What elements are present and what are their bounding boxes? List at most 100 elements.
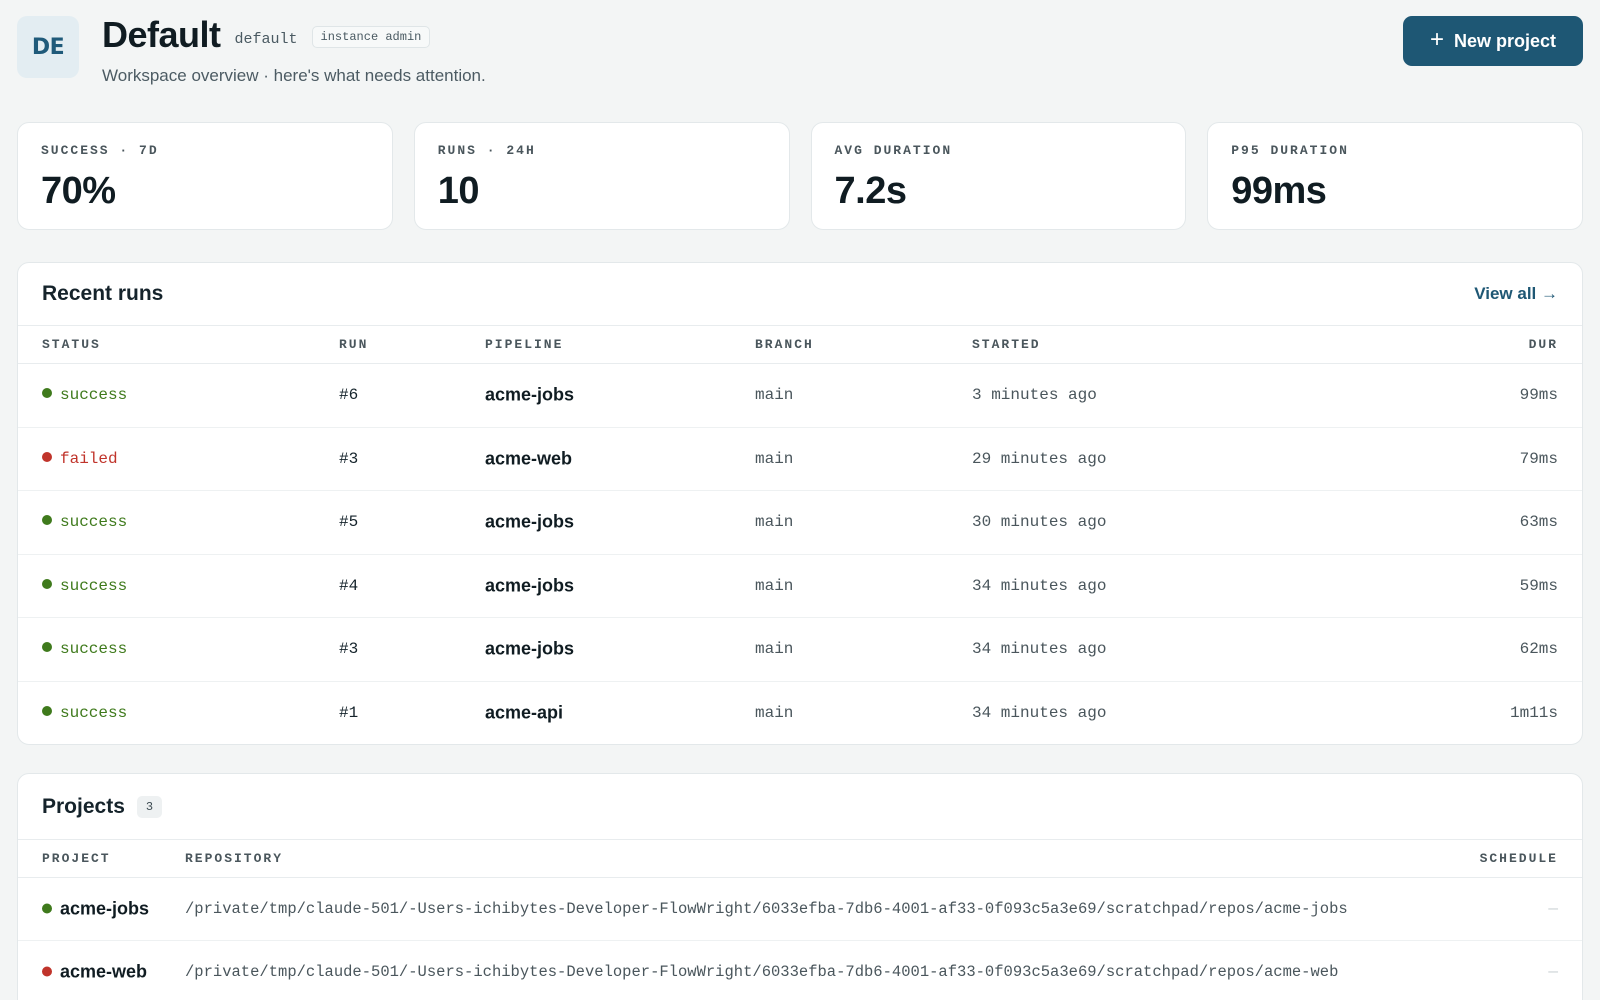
run-duration: 59ms	[1519, 576, 1558, 595]
table-row[interactable]: failed #3 acme-web main 29 minutes ago 79ms	[18, 428, 1582, 491]
page-title: Default	[102, 14, 221, 55]
run-number[interactable]: #4	[339, 576, 359, 595]
recent-runs-panel: Recent runs View all → STATUS RUN PIPELI…	[17, 262, 1583, 745]
run-status-label: success	[60, 640, 128, 659]
workspace-avatar: DE	[17, 16, 79, 78]
recent-runs-title: Recent runs	[42, 282, 164, 305]
run-started: 34 minutes ago	[972, 576, 1107, 595]
table-row[interactable]: success #5 acme-jobs main 30 minutes ago 63ms	[18, 491, 1582, 555]
run-status: success	[42, 513, 127, 531]
run-branch: main	[755, 386, 794, 405]
col-project[interactable]: PROJECT	[42, 851, 111, 866]
run-status-label: failed	[60, 449, 118, 468]
run-duration: 62ms	[1519, 640, 1558, 659]
table-row[interactable]: success #3 acme-jobs main 34 minutes ago 62ms	[18, 618, 1582, 682]
col-pipeline[interactable]: PIPELINE	[485, 337, 564, 352]
run-status: success	[42, 577, 127, 595]
run-status: success	[42, 640, 127, 658]
project-name[interactable]: acme-jobs	[60, 898, 150, 919]
runs-table-body: success #6 acme-jobs main 3 minutes ago 99ms f…	[18, 364, 1582, 745]
run-status-label: success	[60, 576, 128, 595]
role-badge: instance admin	[311, 26, 431, 48]
project-name[interactable]: acme-web	[60, 961, 148, 982]
status-dot-icon	[42, 903, 52, 914]
run-number[interactable]: #3	[339, 449, 359, 468]
stats-row: SUCCESS · 7D 70% RUNS · 24H 10 AVG DURAT…	[17, 122, 1583, 230]
run-duration: 99ms	[1519, 386, 1558, 405]
run-branch: main	[755, 576, 794, 595]
run-branch: main	[755, 704, 794, 723]
table-row[interactable]: success #6 acme-jobs main 3 minutes ago 99ms	[18, 364, 1582, 428]
run-status-label: success	[60, 704, 128, 723]
run-status: success	[42, 386, 127, 404]
col-repository[interactable]: REPOSITORY	[185, 851, 284, 866]
status-dot-icon	[42, 451, 52, 462]
stat-label: SUCCESS · 7D	[41, 143, 159, 158]
runs-table-header: STATUS RUN PIPELINE BRANCH STARTED DUR	[18, 326, 1582, 364]
stat-card-success: SUCCESS · 7D 70%	[17, 122, 393, 230]
project-repository: /private/tmp/claude-501/-Users-ichibytes…	[185, 963, 1339, 981]
title-row: Default default instance admin	[102, 14, 431, 55]
run-started: 34 minutes ago	[972, 640, 1107, 659]
stat-label: P95 DURATION	[1231, 143, 1349, 158]
col-branch[interactable]: BRANCH	[755, 337, 814, 352]
status-dot-icon	[42, 966, 52, 977]
col-duration[interactable]: DUR	[1528, 337, 1558, 352]
status-dot-icon	[42, 388, 52, 399]
stat-card-runs: RUNS · 24H 10	[413, 122, 790, 230]
project-cell: acme-web	[42, 962, 147, 983]
run-pipeline[interactable]: acme-jobs	[485, 511, 575, 532]
stat-value: 99ms	[1231, 170, 1327, 212]
status-dot-icon	[42, 642, 52, 653]
run-pipeline[interactable]: acme-web	[485, 448, 573, 469]
table-row[interactable]: acme-jobs/private/tmp/claude-501/-Users-…	[18, 878, 1582, 941]
run-duration: 79ms	[1519, 449, 1558, 468]
run-duration: 63ms	[1519, 513, 1558, 532]
projects-title: Projects	[42, 794, 125, 818]
project-cell: acme-jobs	[42, 899, 149, 920]
run-status-label: success	[60, 386, 128, 405]
run-status-label: success	[60, 513, 128, 532]
run-status: success	[42, 704, 127, 722]
col-run[interactable]: RUN	[339, 337, 369, 352]
recent-runs-header: Recent runs View all →	[18, 263, 1582, 326]
stat-label: RUNS · 24H	[437, 143, 536, 158]
run-branch: main	[755, 640, 794, 659]
page-subtitle: Workspace overview · here's what needs a…	[102, 66, 486, 85]
page-header: DE Default default instance admin Worksp…	[17, 14, 1583, 96]
status-dot-icon	[42, 706, 52, 717]
run-branch: main	[755, 449, 794, 468]
run-number[interactable]: #5	[339, 513, 359, 532]
table-row[interactable]: success #1 acme-api main 34 minutes ago 1m11s	[18, 682, 1582, 745]
run-number[interactable]: #3	[339, 640, 359, 659]
stat-value: 7.2s	[834, 170, 907, 212]
run-pipeline[interactable]: acme-jobs	[485, 638, 575, 659]
status-dot-icon	[42, 578, 52, 589]
col-started[interactable]: STARTED	[972, 337, 1041, 352]
project-schedule: —	[1548, 900, 1558, 918]
col-schedule[interactable]: SCHEDULE	[1479, 851, 1558, 866]
project-schedule: —	[1548, 963, 1558, 981]
run-number[interactable]: #1	[339, 704, 359, 723]
run-started: 29 minutes ago	[972, 449, 1107, 468]
run-status: failed	[42, 450, 118, 468]
run-started: 3 minutes ago	[972, 386, 1097, 405]
status-dot-icon	[42, 515, 52, 526]
stat-card-avg-duration: AVG DURATION 7.2s	[810, 122, 1187, 230]
table-row[interactable]: success #4 acme-jobs main 34 minutes ago 59ms	[18, 555, 1582, 618]
run-pipeline[interactable]: acme-api	[485, 702, 564, 723]
run-branch: main	[755, 513, 794, 532]
run-pipeline[interactable]: acme-jobs	[485, 575, 575, 596]
run-number[interactable]: #6	[339, 386, 359, 405]
workspace-slug: default	[234, 30, 298, 48]
projects-header: Projects 3	[18, 774, 1582, 840]
new-project-button[interactable]: + New project	[1403, 16, 1583, 66]
col-status[interactable]: STATUS	[42, 337, 101, 352]
run-pipeline[interactable]: acme-jobs	[485, 384, 575, 405]
project-repository: /private/tmp/claude-501/-Users-ichibytes…	[185, 900, 1348, 918]
stat-label: AVG DURATION	[834, 143, 953, 158]
view-all-link[interactable]: View all →	[1474, 284, 1558, 303]
table-row[interactable]: acme-web/private/tmp/claude-501/-Users-i…	[18, 941, 1582, 1000]
run-started: 34 minutes ago	[972, 704, 1107, 723]
projects-panel: Projects 3 PROJECT REPOSITORY SCHEDULE a…	[17, 773, 1583, 1000]
